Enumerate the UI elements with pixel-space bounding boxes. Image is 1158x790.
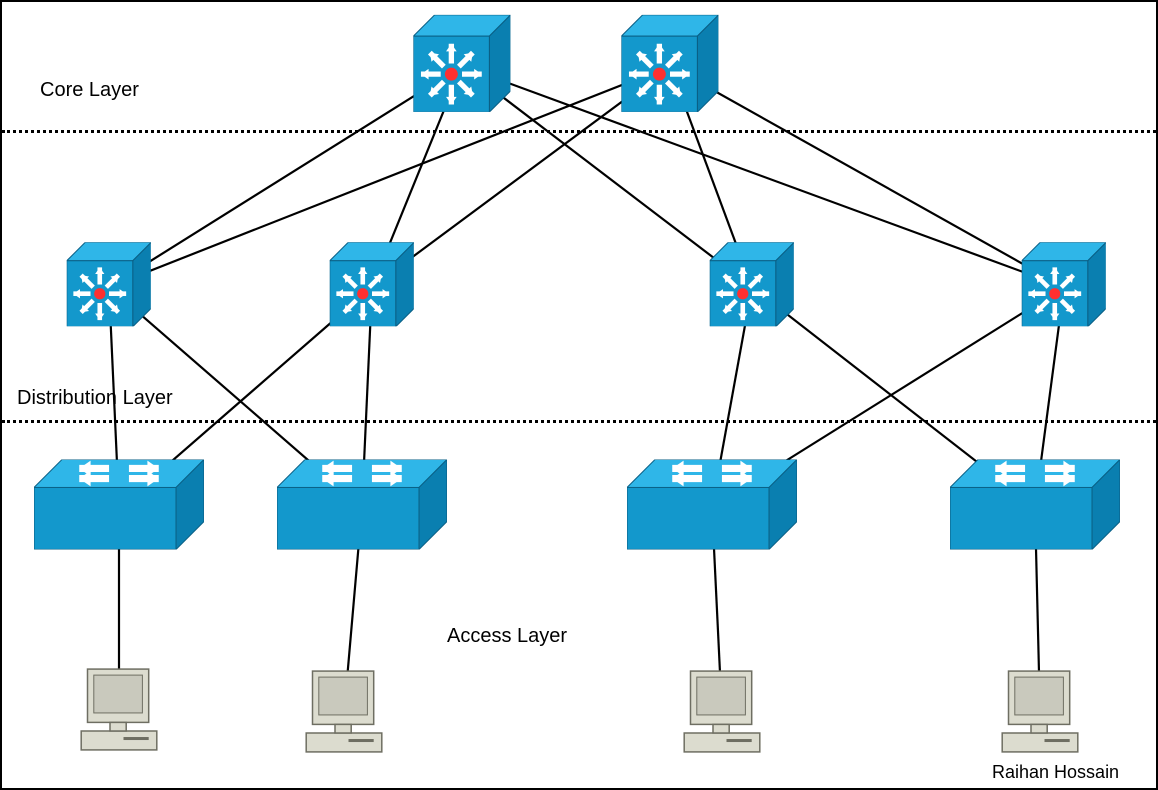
edges-layer [2, 2, 1156, 788]
access-switch-icon [277, 460, 447, 555]
distribution-switch-icon [67, 242, 151, 331]
access-switch-icon [34, 460, 204, 555]
pc-icon [677, 669, 767, 760]
pc-icon [74, 667, 164, 758]
pc-icon [299, 669, 389, 760]
divider-dist-access [2, 420, 1156, 423]
divider-core-dist [2, 130, 1156, 133]
distribution-switch-icon [330, 242, 414, 331]
distribution-switch-icon [1022, 242, 1106, 331]
core-switch-icon [621, 15, 718, 117]
author-label: Raihan Hossain [992, 762, 1119, 783]
access-switch-icon [627, 460, 797, 555]
pc-icon [995, 669, 1085, 760]
diagram-canvas: Core Layer Distribution Layer Access Lay… [0, 0, 1158, 790]
distribution-layer-label: Distribution Layer [17, 387, 173, 410]
distribution-switch-icon [710, 242, 794, 331]
core-layer-label: Core Layer [40, 79, 139, 102]
access-layer-label: Access Layer [447, 625, 567, 648]
access-switch-icon [950, 460, 1120, 555]
core-switch-icon [413, 15, 510, 117]
